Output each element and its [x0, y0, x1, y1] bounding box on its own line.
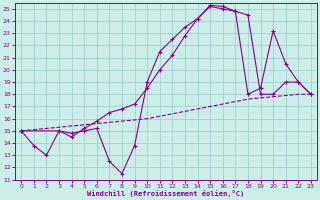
- X-axis label: Windchill (Refroidissement éolien,°C): Windchill (Refroidissement éolien,°C): [87, 190, 245, 197]
